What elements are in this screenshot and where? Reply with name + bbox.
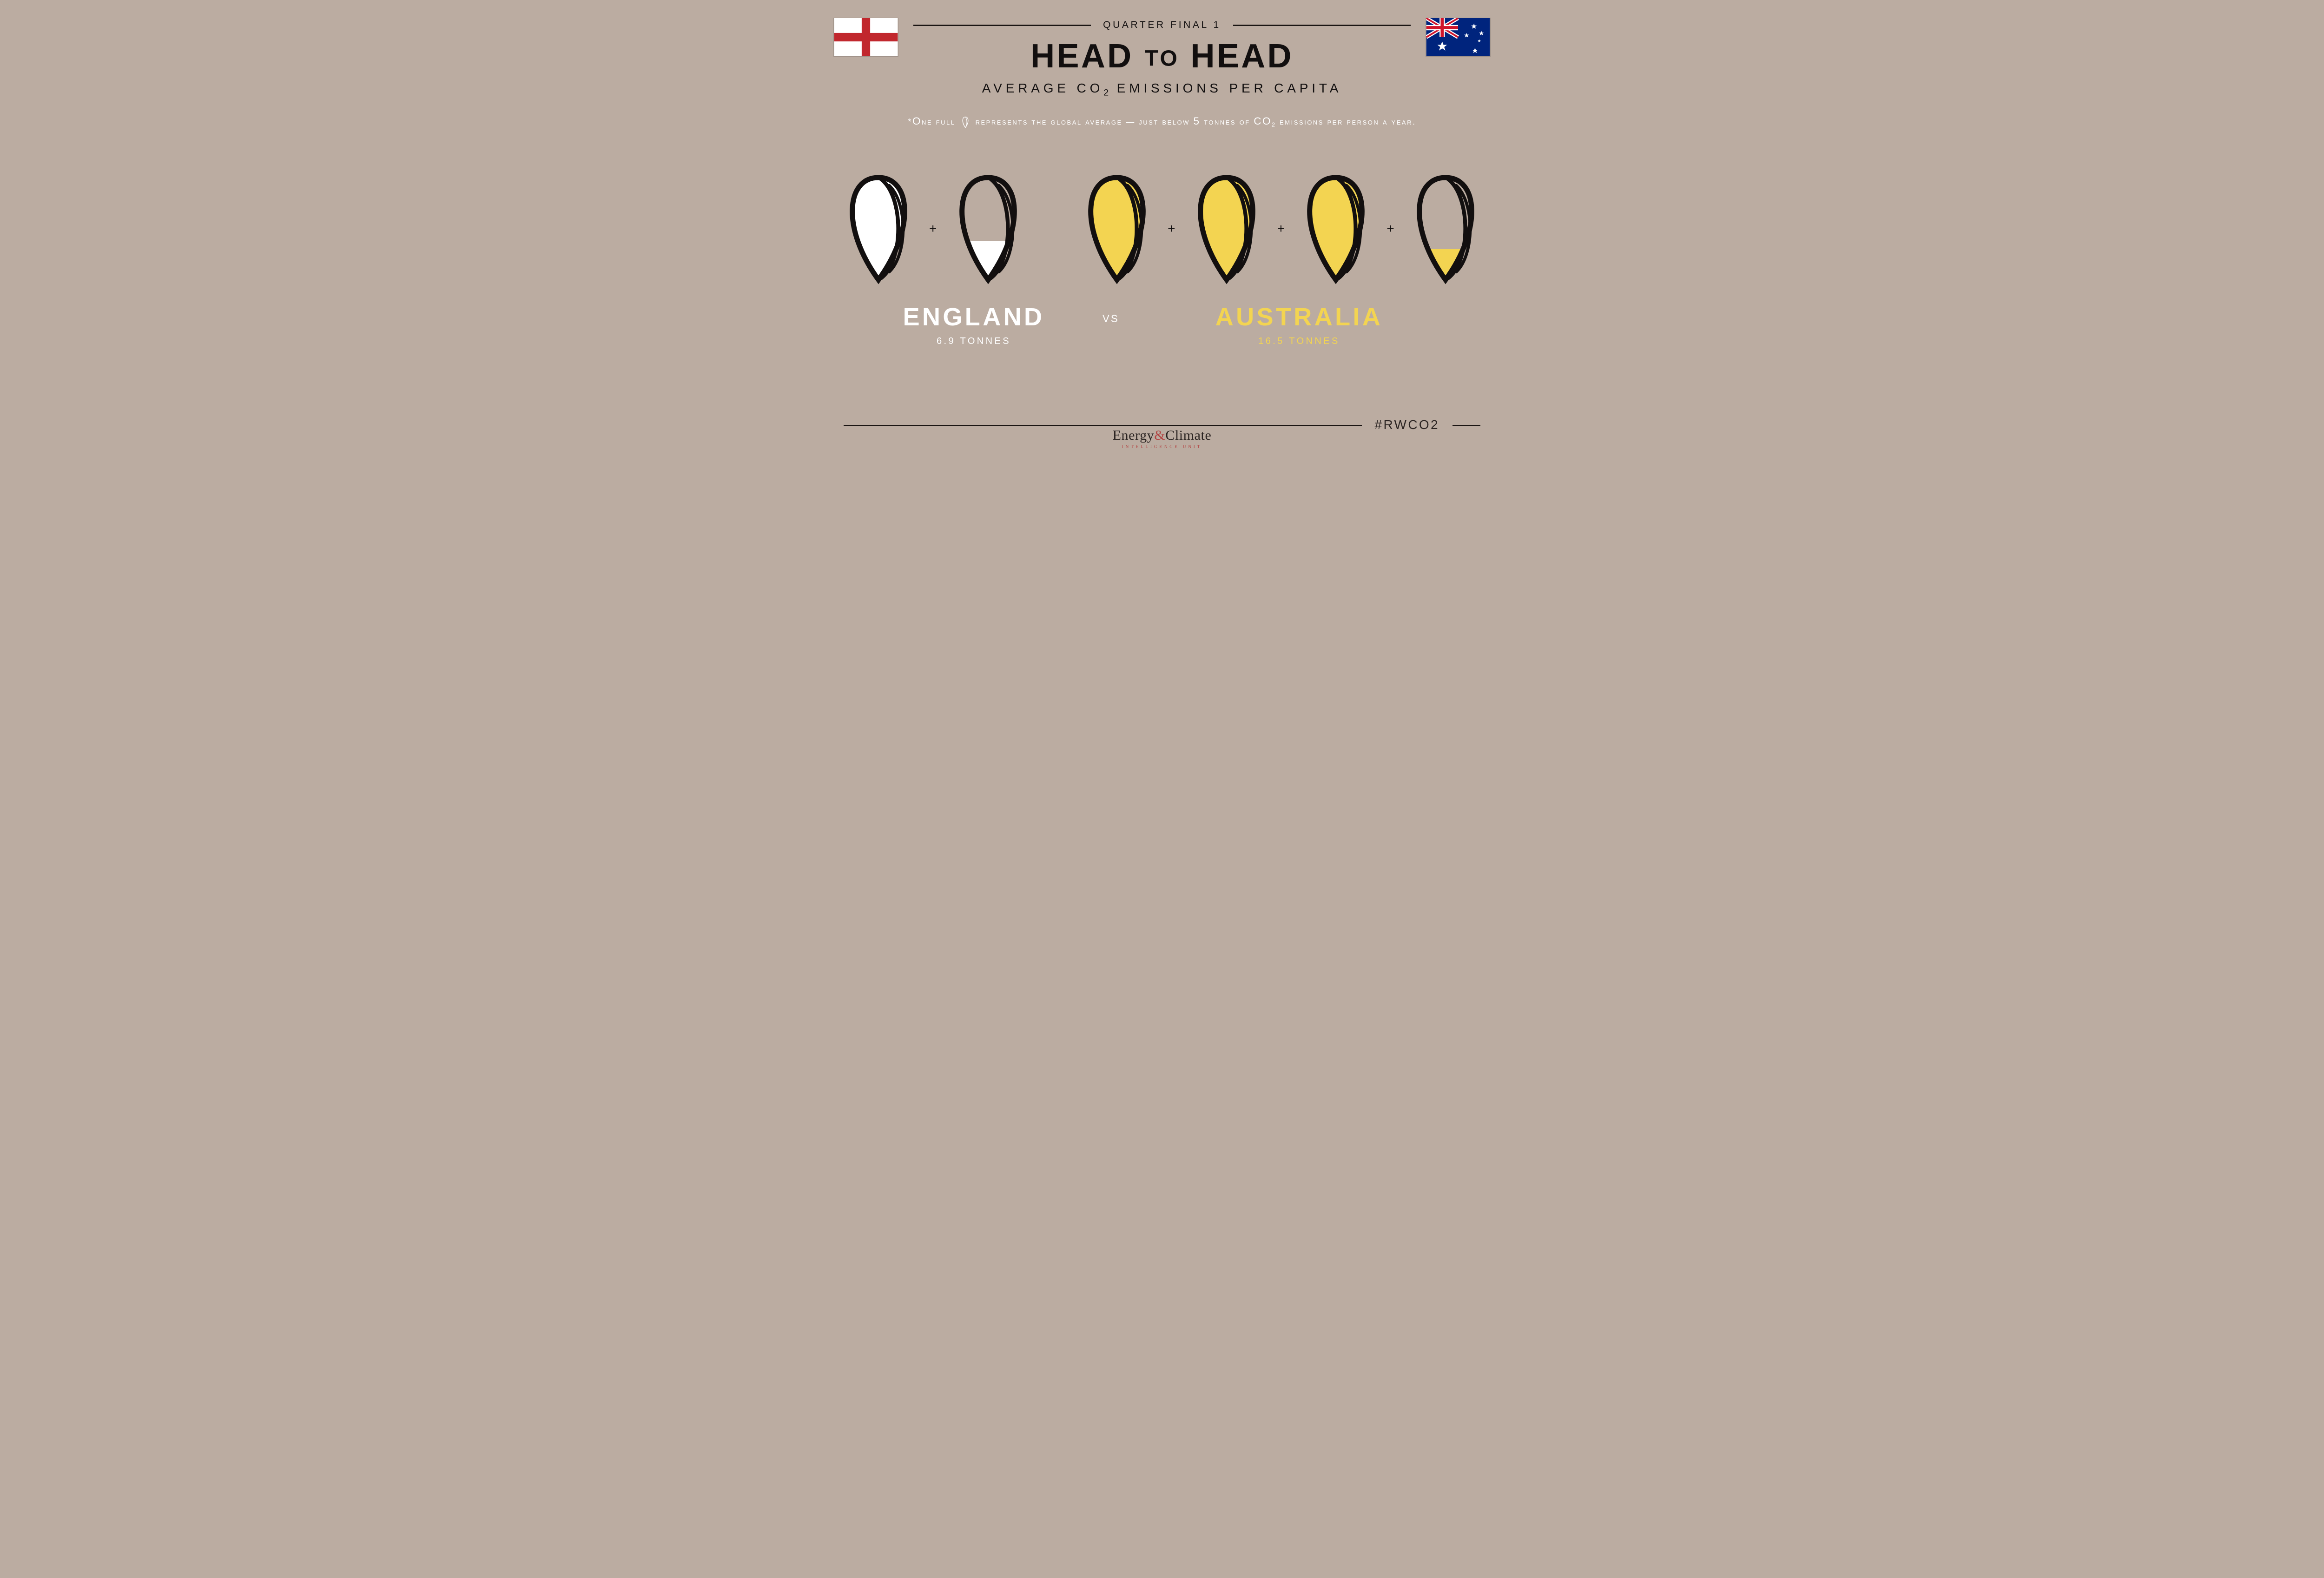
- subtitle-row: QUARTER FINAL 1: [816, 20, 1508, 31]
- brand-amp: &: [1154, 428, 1165, 443]
- right-country-name: AUSTRALIA: [1148, 303, 1450, 331]
- title-left: HEAD: [1030, 38, 1133, 75]
- metric-sub: 2: [1103, 88, 1109, 98]
- brand-right: Climate: [1165, 428, 1211, 443]
- metric-pre: AVERAGE CO: [982, 81, 1103, 95]
- footer-hashtag: #RWCO2: [1362, 417, 1452, 432]
- right-ball-group: + + +: [1073, 171, 1490, 287]
- legend-ball-icon: [961, 116, 970, 129]
- left-country-name: ENGLAND: [874, 303, 1074, 331]
- legend-mid: represents the global average — just bel…: [976, 117, 1416, 126]
- plus-icon: +: [926, 221, 940, 236]
- plus-icon: +: [1274, 221, 1288, 236]
- right-ball-2: [1292, 171, 1380, 287]
- left-ball-group: +: [834, 171, 1032, 287]
- left-ball-1: [944, 171, 1032, 287]
- right-ball-3: [1401, 171, 1490, 287]
- title-right: HEAD: [1191, 38, 1294, 75]
- names-row: ENGLAND 6.9 TONNES VS AUSTRALIA 16.5 TON…: [816, 303, 1508, 347]
- legend-pre: *One full: [908, 117, 955, 126]
- plus-icon: +: [1384, 221, 1398, 236]
- metric-post: EMISSIONS PER CAPITA: [1109, 81, 1342, 95]
- rule-right: [1233, 25, 1411, 26]
- brand-sub: INTELLIGENCE UNIT: [1113, 444, 1212, 449]
- right-ball-1: [1182, 171, 1271, 287]
- left-country-value: 6.9 TONNES: [874, 336, 1074, 347]
- vs-label: VS: [1097, 303, 1125, 325]
- legend-line: *One full represents the global average …: [816, 115, 1508, 129]
- rule-left: [913, 25, 1091, 26]
- right-country-value: 16.5 TONNES: [1148, 336, 1450, 347]
- right-ball-0: [1073, 171, 1161, 287]
- footer-row: Energy&Climate INTELLIGENCE UNIT #RWCO2: [816, 428, 1508, 449]
- left-name-col: ENGLAND 6.9 TONNES: [874, 303, 1074, 347]
- england-flag-icon: [833, 18, 898, 57]
- title-mid: TO: [1145, 46, 1179, 71]
- header-block: QUARTER FINAL 1 HEAD TO HEAD AVERAGE CO2…: [816, 20, 1508, 129]
- brand-left: Energy: [1113, 428, 1155, 443]
- metric-line: AVERAGE CO2 EMISSIONS PER CAPITA: [816, 81, 1508, 99]
- main-title: HEAD TO HEAD: [816, 37, 1508, 75]
- subtitle-label: QUARTER FINAL 1: [1103, 20, 1221, 31]
- left-ball-0: [834, 171, 923, 287]
- footer-brand: Energy&Climate INTELLIGENCE UNIT: [1100, 428, 1225, 449]
- right-name-col: AUSTRALIA 16.5 TONNES: [1148, 303, 1450, 347]
- infographic-page: QUARTER FINAL 1 HEAD TO HEAD AVERAGE CO2…: [816, 0, 1508, 463]
- australia-flag-icon: [1426, 18, 1491, 57]
- plus-icon: +: [1165, 221, 1179, 236]
- balls-area: + + + +: [816, 171, 1508, 287]
